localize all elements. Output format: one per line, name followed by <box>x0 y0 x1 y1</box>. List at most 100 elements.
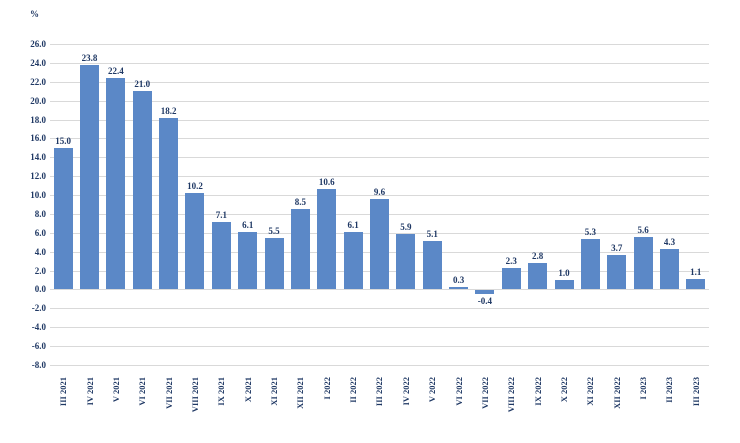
bar <box>554 280 574 290</box>
gridline <box>50 308 709 310</box>
bar <box>211 222 231 290</box>
gridline <box>50 346 709 348</box>
bar <box>659 248 679 290</box>
gridline <box>50 157 709 159</box>
bar <box>159 117 179 290</box>
y-tick-label: 24.0 <box>30 57 46 68</box>
y-tick-label: 10.0 <box>30 190 46 201</box>
bar-value-label: 5.5 <box>268 225 280 236</box>
x-tick-label: I 2023 <box>638 377 649 400</box>
x-tick-label: III 2023 <box>690 377 701 407</box>
x-tick-label: IV 2022 <box>400 377 411 406</box>
x-tick-label: I 2022 <box>321 377 332 400</box>
bar <box>343 231 363 290</box>
y-tick-label: 4.0 <box>34 246 46 257</box>
x-tick-label: II 2022 <box>348 377 359 403</box>
bar <box>633 236 653 290</box>
bar-value-label: 18.2 <box>160 105 177 116</box>
bar <box>80 64 100 290</box>
x-tick-label: XI 2021 <box>269 377 280 406</box>
gridline <box>50 62 709 64</box>
y-tick-label: 12.0 <box>30 171 46 182</box>
x-tick-label: X 2022 <box>559 377 569 403</box>
y-tick-label: 8.0 <box>34 208 46 219</box>
y-axis-unit-label: % <box>30 9 39 19</box>
x-tick-label: VII 2022 <box>479 377 490 409</box>
y-tick-label: -8.0 <box>31 360 46 370</box>
bar-value-label: 5.9 <box>400 221 412 232</box>
x-tick-label: VII 2021 <box>163 377 174 409</box>
bar <box>580 239 600 290</box>
x-tick-label: VIII 2022 <box>506 377 517 413</box>
bar <box>475 290 495 295</box>
bar <box>370 198 389 290</box>
bar-value-label: 10.6 <box>318 177 335 188</box>
gridline <box>50 195 709 197</box>
bar-value-label: 5.3 <box>584 227 596 238</box>
bar <box>501 267 521 290</box>
y-tick-label: -4.0 <box>31 322 46 333</box>
x-tick-label: XI 2022 <box>585 377 596 406</box>
y-tick-label: 6.0 <box>34 227 46 238</box>
bar-value-label: 5.1 <box>426 229 438 240</box>
bar <box>264 237 284 290</box>
gridline <box>50 81 709 83</box>
x-tick-label: XII 2021 <box>295 377 306 409</box>
gridline <box>50 44 709 45</box>
bar-value-label: 8.5 <box>294 197 307 208</box>
bar <box>686 279 706 290</box>
bar-value-label: 2.3 <box>505 255 517 266</box>
bar-value-label: 22.4 <box>108 65 124 76</box>
bar <box>106 77 126 290</box>
y-tick-label: 18.0 <box>30 114 46 125</box>
bar <box>185 193 205 290</box>
bar-value-label: 3.7 <box>611 242 623 253</box>
y-tick-label: 0.0 <box>34 284 46 295</box>
bar-value-label: -0.4 <box>477 296 493 307</box>
bar <box>132 91 152 290</box>
bar <box>449 286 469 290</box>
bar <box>607 254 627 290</box>
bar-value-label: 9.6 <box>373 186 386 197</box>
bar-value-label: 0.3 <box>452 274 465 285</box>
bar <box>422 241 442 290</box>
bar-value-label: 7.1 <box>215 210 227 221</box>
y-tick-label: 20.0 <box>30 95 46 106</box>
x-tick-label: X 2021 <box>242 377 253 403</box>
gridline <box>50 289 709 291</box>
gridline <box>50 119 709 121</box>
x-tick-label: XII 2022 <box>611 377 622 409</box>
gridline <box>50 176 709 178</box>
x-tick-label: IX 2021 <box>216 377 227 406</box>
bar-value-label: 15.0 <box>55 135 72 146</box>
gridline <box>50 138 709 140</box>
x-tick-label: V 2021 <box>110 377 121 403</box>
bar <box>290 209 310 290</box>
y-tick-label: 22.0 <box>30 76 46 87</box>
y-tick-label: 14.0 <box>30 152 46 163</box>
y-tick-label: -6.0 <box>31 341 46 352</box>
x-axis: III 2021 IV 2021 V 2021 VI 2021 VII 2021 VIII… <box>50 377 709 437</box>
x-tick-label: IX 2022 <box>532 377 543 406</box>
gridline <box>50 365 709 366</box>
x-tick-label: VI 2021 <box>137 377 148 406</box>
bar-value-label: 1.0 <box>558 268 570 279</box>
bar-value-label: 21.0 <box>134 79 151 90</box>
y-tick-label: 16.0 <box>30 133 46 144</box>
bar <box>53 147 73 290</box>
x-tick-label: III 2021 <box>58 377 69 407</box>
y-axis: 26.0 24.0 22.0 20.0 18.0 16.0 14.0 12.0 10.0 8.0 6… <box>0 39 46 370</box>
bar <box>396 233 416 290</box>
x-tick-label: II 2023 <box>664 377 675 403</box>
plot-area: 15.0 23.8 22.4 21.0 18.2 10.2 7.1 6.1 5.5 8.5 10.6… <box>50 44 709 366</box>
y-tick-label: 26.0 <box>30 39 46 49</box>
bar-value-label: 1.1 <box>690 267 702 278</box>
y-tick-label: 2.0 <box>34 265 46 276</box>
bar-value-label: 4.3 <box>663 236 676 247</box>
x-tick-label: VI 2022 <box>453 377 464 406</box>
gridline <box>50 100 709 102</box>
bar-value-label: 10.2 <box>187 181 203 192</box>
x-tick-label: VIII 2021 <box>189 377 200 413</box>
bar-value-label: 2.8 <box>532 251 544 262</box>
